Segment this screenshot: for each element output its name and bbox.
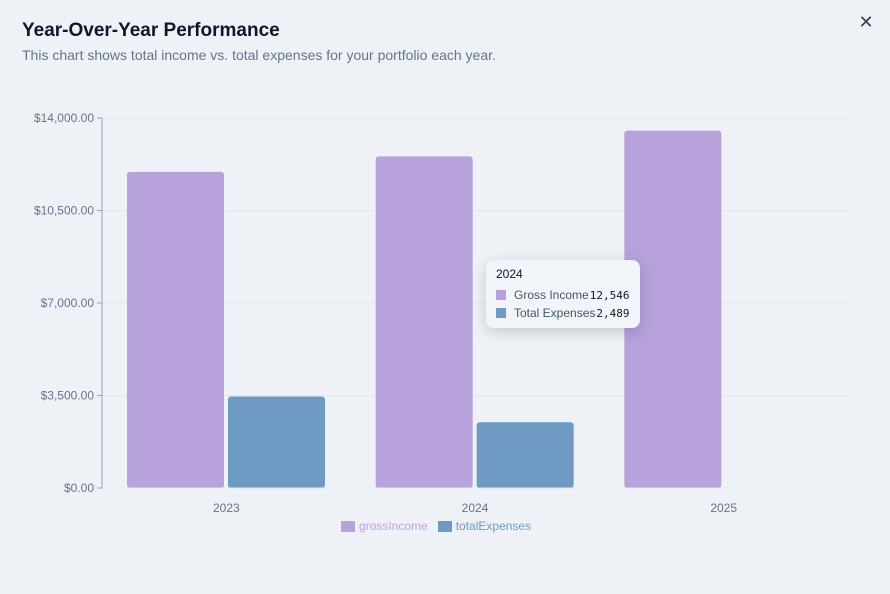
- tooltip-swatch-gross-income: [496, 290, 506, 300]
- legend-item-gross-income[interactable]: grossIncome: [341, 519, 428, 533]
- tooltip-value: 12,546: [589, 288, 630, 302]
- chart-legend: grossIncome totalExpenses: [341, 519, 541, 533]
- tooltip-label: Total Expenses: [514, 306, 596, 320]
- x-tick-label: 2023: [213, 501, 240, 515]
- chart-tooltip: 2024 Gross Income 12,546 Total Expenses …: [486, 260, 640, 328]
- legend-label: totalExpenses: [455, 519, 532, 533]
- y-tick-label: $10,500.00: [34, 204, 94, 218]
- bar-grossIncome-2025: [624, 130, 722, 488]
- page-title: Year-Over-Year Performance: [22, 20, 280, 41]
- close-icon[interactable]: ✕: [858, 12, 874, 32]
- tooltip-row-total-expenses: Total Expenses 2,489: [496, 304, 630, 322]
- y-tick-label: $7,000.00: [41, 296, 95, 310]
- bar-grossIncome-2024: [375, 156, 473, 489]
- y-tick-label: $14,000.00: [34, 111, 94, 125]
- bar-totalExpenses-2023: [228, 396, 325, 488]
- legend-item-total-expenses[interactable]: totalExpenses: [437, 519, 532, 533]
- tooltip-value: 2,489: [596, 306, 630, 320]
- legend-label: grossIncome: [359, 519, 428, 533]
- bar-grossIncome-2023: [127, 171, 224, 488]
- legend-swatch: [341, 520, 355, 532]
- x-tick-label: 2024: [462, 501, 489, 515]
- x-tick-label: 2025: [710, 501, 737, 515]
- y-tick-label: $3,500.00: [41, 389, 95, 403]
- tooltip-label: Gross Income: [514, 288, 589, 302]
- tooltip-row-gross-income: Gross Income 12,546: [496, 286, 630, 304]
- y-tick-label: $0.00: [64, 481, 94, 495]
- tooltip-swatch-total-expenses: [496, 308, 506, 318]
- tooltip-title: 2024: [496, 267, 523, 281]
- bar-totalExpenses-2024: [476, 422, 574, 488]
- legend-swatch: [437, 520, 452, 532]
- page-subtitle: This chart shows total income vs. total …: [22, 47, 496, 63]
